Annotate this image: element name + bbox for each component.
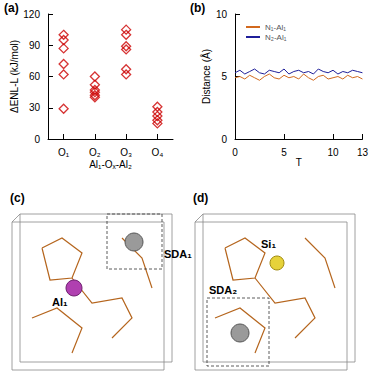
- svg-text:O₃: O₃: [120, 147, 132, 158]
- svg-text:SDA₁: SDA₁: [164, 248, 192, 260]
- svg-text:10: 10: [327, 147, 339, 158]
- svg-text:Si₁: Si₁: [261, 238, 276, 250]
- svg-text:(d): (d): [193, 191, 208, 205]
- svg-text:90: 90: [29, 40, 41, 51]
- svg-text:SDA₂: SDA₂: [209, 284, 237, 296]
- svg-text:T: T: [296, 157, 302, 168]
- svg-text:Distance (Å): Distance (Å): [200, 49, 212, 104]
- svg-text:5: 5: [281, 147, 287, 158]
- svg-text:O₂: O₂: [89, 147, 101, 158]
- svg-text:Al₁-Oₓ-Al₂: Al₁-Oₓ-Al₂: [89, 159, 132, 170]
- svg-text:30: 30: [29, 102, 41, 113]
- svg-text:N₂-Al₁: N₂-Al₁: [265, 33, 287, 42]
- svg-text:60: 60: [29, 71, 41, 82]
- svg-text:ΔENL-L (kJ/mol): ΔENL-L (kJ/mol): [9, 40, 20, 113]
- svg-text:(c): (c): [10, 191, 25, 205]
- svg-text:N₁-Al₁: N₁-Al₁: [265, 23, 286, 32]
- svg-text:10: 10: [216, 9, 228, 20]
- svg-text:(a): (a): [4, 1, 19, 15]
- svg-text:120: 120: [23, 9, 40, 20]
- svg-text:Al₁: Al₁: [52, 296, 68, 308]
- svg-text:O₁: O₁: [58, 147, 70, 158]
- svg-text:0: 0: [34, 134, 40, 145]
- svg-text:0: 0: [232, 147, 238, 158]
- svg-text:(b): (b): [190, 1, 205, 15]
- svg-text:13: 13: [357, 147, 369, 158]
- svg-text:0: 0: [221, 134, 227, 145]
- svg-text:O₄: O₄: [151, 147, 163, 158]
- svg-text:5: 5: [221, 71, 227, 82]
